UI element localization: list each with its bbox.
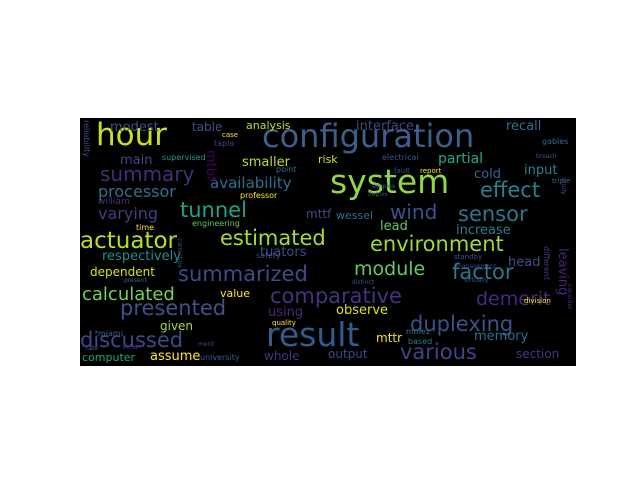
word-cloud: configuration system result hour summary… <box>80 118 576 366</box>
word: reliability <box>82 120 91 157</box>
word: actuator <box>80 228 177 254</box>
word: using <box>268 305 304 320</box>
word: supervised <box>162 153 206 162</box>
word: effect <box>480 178 541 202</box>
word: environment <box>370 232 504 256</box>
word: cold <box>474 167 501 182</box>
word: increase <box>456 223 511 238</box>
word: result <box>266 315 360 354</box>
word: lead <box>380 219 408 234</box>
word: university <box>200 353 240 362</box>
word: system <box>330 162 450 201</box>
word: interface <box>356 119 414 134</box>
word: standby <box>454 253 483 261</box>
word: consider <box>566 284 573 310</box>
word: rate <box>86 345 99 352</box>
word: hour <box>96 118 168 153</box>
word: output <box>328 347 368 361</box>
word: gables <box>542 137 569 146</box>
word: professor <box>240 191 278 200</box>
word: comparative <box>270 284 402 308</box>
word: report <box>420 167 442 175</box>
word: mttf <box>306 207 332 221</box>
word: wind <box>390 200 438 224</box>
word: calculated <box>82 284 175 305</box>
word: different <box>542 246 551 280</box>
word: present <box>124 277 147 284</box>
word: division <box>524 297 551 305</box>
word: recall <box>506 119 542 134</box>
word: estimated <box>220 226 326 250</box>
word: discussed <box>80 328 184 352</box>
word: input <box>524 163 558 178</box>
word: simplex <box>372 183 396 190</box>
word: point <box>276 165 297 174</box>
word: merit <box>198 341 215 348</box>
word: table <box>192 120 223 134</box>
word: safety <box>256 251 281 260</box>
word: virtually <box>464 277 489 284</box>
word: section <box>516 347 560 361</box>
word: quality <box>272 319 296 327</box>
word: processor <box>98 182 176 201</box>
word: main <box>120 153 153 168</box>
word: dependent <box>90 265 155 279</box>
word: partial <box>438 151 484 167</box>
word: smaller <box>242 155 290 170</box>
word: respectively <box>102 249 181 264</box>
word: electrical <box>382 153 419 162</box>
word: factor <box>452 260 514 284</box>
word: availability <box>210 174 292 192</box>
word: analysis <box>246 119 291 132</box>
word: given <box>160 319 194 333</box>
word: observe <box>336 303 389 318</box>
word: modest <box>110 120 159 135</box>
word: whole <box>264 349 300 363</box>
word: management <box>456 263 497 270</box>
word: distinct <box>352 279 375 286</box>
word: wessel <box>336 209 374 222</box>
word: presented <box>120 296 227 320</box>
word: fault <box>394 167 410 175</box>
word: memory <box>474 329 529 344</box>
word: summarized <box>178 262 308 286</box>
word: view <box>122 343 139 351</box>
word: tuators <box>260 245 307 260</box>
word: tapia <box>214 139 235 148</box>
word: leaving <box>555 248 570 296</box>
word: molez <box>406 327 431 336</box>
word: breach <box>536 153 557 160</box>
word: summary <box>100 162 195 186</box>
word: based <box>408 337 433 346</box>
word: time <box>136 223 155 232</box>
word: head <box>508 255 541 270</box>
word: engineering <box>192 219 240 228</box>
word: triple <box>552 177 571 185</box>
word: duplex <box>368 191 389 198</box>
word: case <box>222 131 239 139</box>
word: module <box>354 258 426 280</box>
word: tunnel <box>180 198 247 222</box>
word: mttr <box>376 331 403 345</box>
word: configuration <box>262 118 475 155</box>
word: risk <box>318 153 338 166</box>
word: sensor <box>458 202 528 226</box>
word: corrective <box>176 238 183 268</box>
word: value <box>220 287 251 300</box>
word: duplexing <box>410 312 514 336</box>
word: demerit <box>476 288 551 310</box>
word: various <box>400 340 477 364</box>
word: william <box>98 197 130 207</box>
word: mtbf <box>203 150 218 181</box>
word: varying <box>98 204 159 223</box>
word: computer <box>82 351 136 364</box>
word: miami <box>98 329 123 338</box>
word: assume <box>150 349 201 364</box>
word: study <box>560 178 567 195</box>
